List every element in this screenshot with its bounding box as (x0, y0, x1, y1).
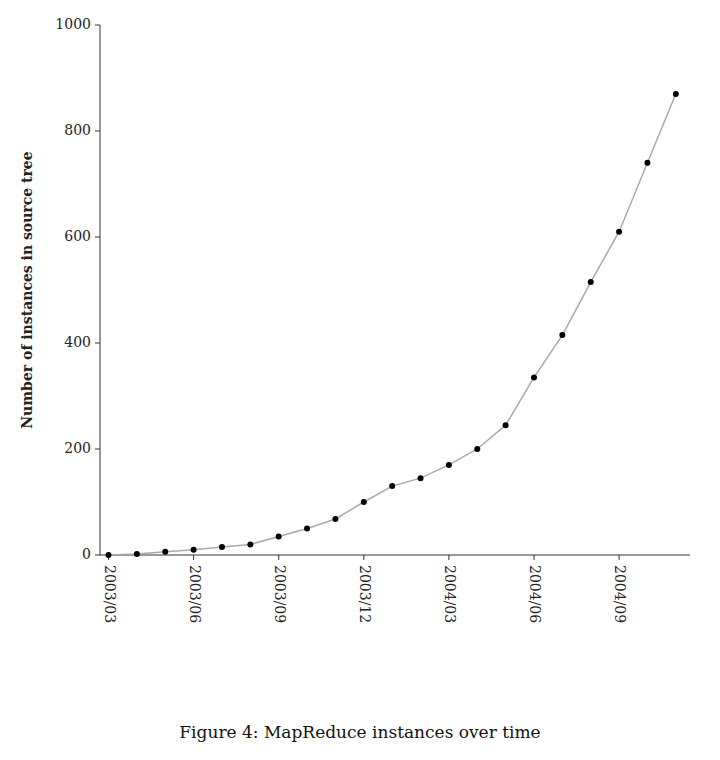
point (446, 462, 452, 468)
line (109, 94, 676, 555)
y-tick (95, 449, 100, 450)
x-tick (619, 555, 620, 560)
y-tick-label: 1000 (55, 16, 91, 32)
point (361, 499, 367, 505)
point (418, 475, 424, 481)
point (531, 374, 537, 380)
point (588, 279, 594, 285)
background (0, 0, 720, 760)
caption: Figure 4: MapReduce instances over time (179, 722, 540, 742)
point (219, 544, 225, 550)
point (191, 547, 197, 553)
y-tick (95, 131, 100, 132)
chart: 0 200 400 600 800 1000 2003/03 2003/06 2003/09 20… (0, 0, 720, 760)
x-tick (363, 555, 364, 560)
x-tick (193, 555, 194, 560)
point (389, 483, 395, 489)
point (474, 446, 480, 452)
point (134, 551, 140, 557)
point (673, 91, 679, 97)
y-tick (95, 237, 100, 238)
x-tick-label: 2004/03 (442, 565, 458, 623)
y-axis-label: Number of instances in source tree (19, 151, 35, 428)
point (503, 422, 509, 428)
y-tick-label: 600 (64, 228, 91, 244)
point (162, 549, 168, 555)
point (247, 541, 253, 547)
x-tick-label: 2003/06 (187, 565, 203, 623)
y-tick-label: 0 (82, 546, 91, 562)
x-tick (533, 555, 534, 560)
plot-area (106, 91, 679, 558)
x-axis (100, 555, 690, 556)
point (332, 516, 338, 522)
point (559, 332, 565, 338)
x-tick (278, 555, 279, 560)
x-tick (448, 555, 449, 560)
x-tick-label: 2003/03 (102, 565, 118, 623)
y-tick-label: 800 (64, 122, 91, 138)
y-tick-label: 200 (64, 440, 91, 456)
point (644, 160, 650, 166)
x-tick-label: 2003/09 (272, 565, 288, 623)
y-tick (95, 343, 100, 344)
y-tick (95, 25, 100, 26)
y-tick-label: 400 (64, 334, 91, 350)
x-tick-label: 2003/12 (357, 565, 373, 623)
x-tick-label: 2004/09 (612, 565, 628, 623)
point (276, 533, 282, 539)
point (304, 526, 310, 532)
y-tick (95, 555, 100, 556)
y-axis (100, 25, 101, 555)
x-tick-label: 2004/06 (527, 565, 543, 623)
point (616, 229, 622, 235)
point (106, 552, 112, 558)
